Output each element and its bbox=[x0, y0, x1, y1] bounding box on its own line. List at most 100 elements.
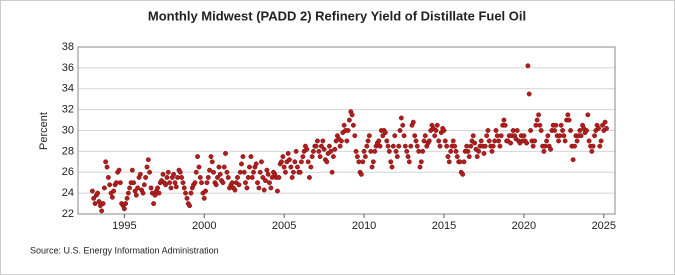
data-point bbox=[597, 143, 603, 149]
data-point bbox=[566, 117, 572, 123]
data-point bbox=[143, 175, 149, 180]
data-point bbox=[298, 159, 304, 165]
data-point bbox=[308, 164, 314, 170]
data-point bbox=[545, 133, 551, 139]
data-point bbox=[598, 138, 604, 144]
data-point bbox=[165, 169, 171, 175]
data-point bbox=[510, 128, 516, 133]
data-point bbox=[314, 138, 320, 144]
data-point bbox=[313, 143, 319, 149]
data-point bbox=[133, 192, 139, 198]
data-point bbox=[577, 128, 583, 133]
data-point bbox=[453, 148, 459, 154]
data-point bbox=[257, 169, 263, 175]
data-point bbox=[604, 125, 609, 131]
data-point bbox=[561, 133, 567, 139]
data-point bbox=[461, 159, 467, 165]
y-tick-label: 22 bbox=[62, 208, 74, 220]
data-point bbox=[466, 154, 472, 160]
data-point bbox=[442, 138, 448, 144]
y-tick-label: 38 bbox=[62, 41, 74, 53]
data-point bbox=[344, 138, 350, 144]
data-point bbox=[478, 138, 484, 144]
y-tick-label: 28 bbox=[62, 145, 74, 157]
data-point bbox=[405, 154, 411, 160]
data-point bbox=[192, 180, 198, 186]
data-point bbox=[388, 159, 394, 165]
x-tick-label: 2020 bbox=[512, 220, 536, 232]
data-point bbox=[91, 195, 97, 201]
data-point bbox=[401, 133, 407, 139]
data-point bbox=[253, 161, 259, 167]
data-point bbox=[486, 138, 492, 144]
data-point bbox=[245, 175, 251, 180]
data-point bbox=[101, 185, 107, 191]
data-point bbox=[152, 192, 158, 198]
data-point bbox=[276, 175, 282, 180]
y-axis-label: Percent bbox=[38, 112, 50, 150]
data-point bbox=[498, 133, 504, 139]
data-point bbox=[207, 167, 212, 173]
data-point bbox=[196, 164, 202, 170]
data-point bbox=[181, 185, 187, 191]
data-point bbox=[155, 185, 161, 191]
data-point bbox=[350, 122, 356, 128]
data-point bbox=[247, 164, 252, 170]
data-point bbox=[369, 164, 375, 170]
data-point bbox=[448, 148, 454, 154]
data-point bbox=[365, 138, 371, 144]
data-point bbox=[173, 184, 179, 190]
data-point bbox=[432, 133, 438, 139]
data-point bbox=[496, 138, 502, 144]
data-point bbox=[239, 161, 244, 167]
data-point bbox=[474, 154, 480, 160]
data-point bbox=[113, 180, 119, 186]
data-point bbox=[249, 175, 255, 180]
y-tick-label: 34 bbox=[62, 83, 74, 95]
x-tick-label: 2015 bbox=[432, 220, 456, 232]
data-point bbox=[533, 122, 539, 128]
data-point bbox=[321, 146, 327, 152]
data-point bbox=[382, 130, 388, 136]
data-point bbox=[534, 117, 540, 123]
data-point bbox=[360, 159, 366, 165]
data-point bbox=[446, 159, 452, 165]
data-point bbox=[305, 159, 311, 165]
data-point bbox=[452, 143, 458, 149]
data-point bbox=[280, 154, 286, 160]
data-point bbox=[248, 154, 254, 160]
data-point bbox=[454, 154, 460, 160]
data-point bbox=[481, 151, 487, 156]
data-point bbox=[494, 133, 500, 139]
data-point bbox=[541, 148, 547, 154]
data-point bbox=[372, 148, 378, 154]
data-point bbox=[502, 122, 508, 128]
data-point bbox=[390, 143, 396, 149]
data-point bbox=[117, 180, 123, 186]
data-point bbox=[147, 169, 153, 175]
data-point bbox=[260, 175, 266, 180]
data-point bbox=[524, 140, 530, 146]
data-point bbox=[140, 190, 146, 196]
data-point bbox=[317, 154, 323, 160]
y-tick-label: 32 bbox=[62, 104, 74, 116]
data-point bbox=[148, 185, 154, 191]
data-point bbox=[326, 143, 332, 149]
data-point bbox=[264, 167, 270, 173]
y-tick-label: 26 bbox=[62, 166, 74, 178]
x-tick-label: 2010 bbox=[352, 220, 376, 232]
data-point bbox=[366, 133, 372, 139]
data-point bbox=[414, 143, 420, 149]
x-tick-label: 2005 bbox=[272, 220, 296, 232]
data-point bbox=[389, 164, 395, 170]
data-point bbox=[338, 138, 344, 144]
data-point bbox=[286, 157, 292, 163]
data-point bbox=[489, 148, 495, 154]
data-point bbox=[568, 128, 574, 133]
data-point bbox=[297, 169, 303, 175]
data-point bbox=[209, 159, 215, 165]
data-point bbox=[309, 154, 315, 160]
data-point bbox=[574, 138, 580, 144]
data-point bbox=[396, 143, 402, 149]
data-point bbox=[460, 171, 466, 177]
